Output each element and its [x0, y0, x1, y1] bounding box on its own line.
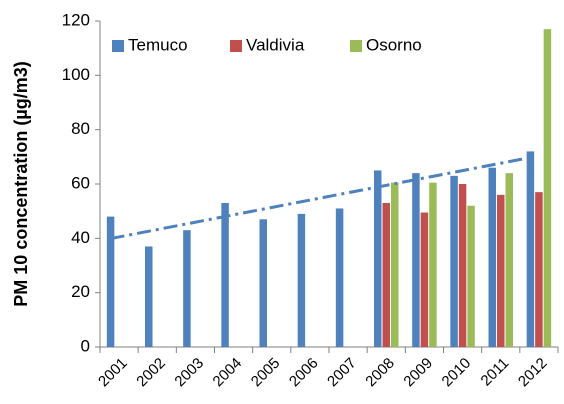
- bar: [106, 216, 115, 347]
- bar: [221, 203, 229, 347]
- bar: [420, 212, 429, 347]
- bar: [458, 184, 467, 347]
- x-tick-label: 2008: [362, 355, 398, 391]
- legend-label: Valdivia: [246, 35, 305, 54]
- legend-swatch: [350, 40, 362, 52]
- bar: [497, 194, 505, 347]
- legend-label: Temuco: [128, 35, 188, 54]
- x-tick-label: 2005: [248, 355, 284, 391]
- x-tick-label: 2006: [286, 355, 322, 391]
- x-tick-label: 2010: [439, 355, 475, 391]
- y-tick-label: 80: [71, 119, 90, 138]
- bar: [543, 29, 552, 348]
- bar: [467, 205, 475, 347]
- y-tick-label: 120: [62, 10, 90, 29]
- legend-swatch: [230, 40, 242, 52]
- bar: [505, 173, 513, 347]
- bar: [412, 173, 420, 347]
- bar: [183, 230, 191, 347]
- y-tick-label: 20: [71, 282, 90, 301]
- y-axis-label: PM 10 concentration (µg/m3): [11, 61, 31, 306]
- bar: [335, 208, 344, 347]
- bar: [450, 175, 458, 347]
- x-tick-label: 2002: [133, 355, 169, 391]
- bar: [297, 213, 306, 347]
- x-tick-label: 2007: [324, 355, 360, 391]
- bar: [391, 182, 399, 347]
- bar: [488, 167, 496, 347]
- legend-label: Osorno: [366, 35, 422, 54]
- bar: [259, 219, 267, 347]
- x-tick-label: 2003: [171, 355, 207, 391]
- bar: [145, 246, 153, 347]
- bar: [526, 151, 535, 347]
- bar: [382, 203, 390, 347]
- x-tick-label: 2012: [515, 355, 551, 391]
- bar: [535, 192, 543, 347]
- x-tick-label: 2004: [210, 355, 246, 391]
- y-tick-label: 100: [62, 65, 90, 84]
- bar: [374, 170, 382, 347]
- y-tick-label: 0: [81, 336, 90, 355]
- x-tick-label: 2011: [478, 355, 513, 390]
- y-tick-label: 40: [71, 228, 90, 247]
- y-tick-label: 60: [71, 173, 90, 192]
- trendline: [110, 156, 531, 241]
- legend-swatch: [112, 40, 124, 52]
- x-tick-label: 2009: [400, 355, 436, 391]
- x-tick-label: 2001: [95, 355, 131, 391]
- bar: [429, 182, 437, 347]
